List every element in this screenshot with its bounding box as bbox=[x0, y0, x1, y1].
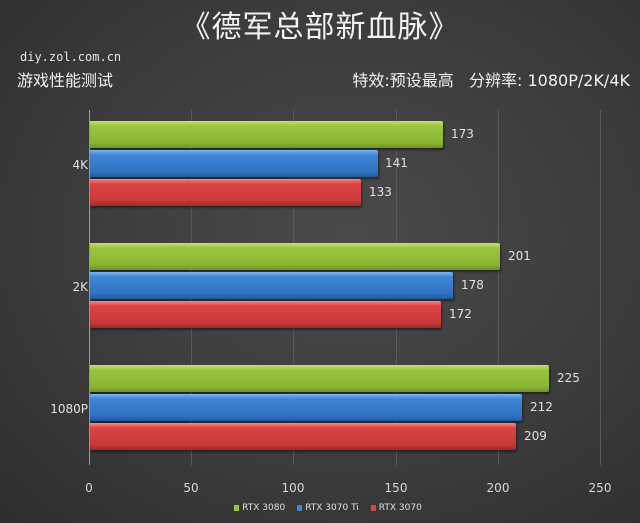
category-label-1080p: 1080P bbox=[50, 402, 88, 416]
legend-item-rtx3070: RTX 3070 bbox=[370, 503, 422, 513]
x-tick-0: 0 bbox=[85, 481, 93, 495]
label-1080p-rtx3080: 225 bbox=[557, 371, 580, 385]
label-4k-rtx3070: 133 bbox=[369, 185, 392, 199]
chart-title: 《德军总部新血脉》 bbox=[180, 10, 460, 45]
category-label-2k: 2K bbox=[72, 280, 88, 294]
x-tick-100: 100 bbox=[281, 481, 305, 495]
bar-2k-rtx3070ti bbox=[90, 272, 453, 299]
label-2k-rtx3070: 172 bbox=[449, 307, 472, 321]
x-tick-200: 200 bbox=[486, 481, 510, 495]
bar-4k-rtx3080 bbox=[90, 121, 443, 148]
gridline-250 bbox=[600, 110, 601, 465]
x-tick-50: 50 bbox=[183, 481, 199, 495]
label-4k-rtx3080: 173 bbox=[451, 127, 474, 141]
bar-1080p-rtx3080 bbox=[90, 365, 549, 392]
bar-1080p-rtx3070ti bbox=[90, 394, 522, 421]
bar-4k-rtx3070ti bbox=[90, 150, 378, 177]
label-2k-rtx3070ti: 178 bbox=[461, 278, 484, 292]
gridline-200 bbox=[498, 110, 499, 465]
chart-legend: RTX 3080 RTX 3070 Ti RTX 3070 bbox=[0, 503, 640, 513]
legend-label: RTX 3080 bbox=[242, 503, 286, 513]
plot-area: 173 141 133 201 178 172 225 212 209 bbox=[89, 110, 601, 465]
bar-4k-rtx3070 bbox=[90, 179, 361, 206]
legend-item-rtx3080: RTX 3080 bbox=[234, 503, 285, 513]
bar-1080p-rtx3070 bbox=[90, 423, 516, 450]
x-tick-150: 150 bbox=[384, 481, 408, 495]
bar-2k-rtx3080 bbox=[90, 243, 500, 270]
legend-swatch-green-icon bbox=[234, 505, 240, 511]
legend-item-rtx3070ti: RTX 3070 Ti bbox=[297, 503, 359, 513]
label-2k-rtx3080: 201 bbox=[508, 249, 531, 263]
chart-subtitle-left: 游戏性能测试 bbox=[17, 71, 114, 90]
label-1080p-rtx3070ti: 212 bbox=[530, 400, 553, 414]
bar-2k-rtx3070 bbox=[90, 301, 441, 328]
legend-label: RTX 3070 bbox=[378, 503, 422, 513]
chart-subtitle-right: 特效:预设最高 分辨率: 1080P/2K/4K bbox=[352, 71, 630, 90]
category-label-4k: 4K bbox=[72, 158, 88, 172]
legend-swatch-blue-icon bbox=[297, 505, 303, 511]
label-1080p-rtx3070: 209 bbox=[524, 429, 547, 443]
y-axis-line bbox=[89, 110, 90, 465]
legend-swatch-red-icon bbox=[370, 505, 376, 511]
label-4k-rtx3070ti: 141 bbox=[385, 156, 408, 170]
x-tick-250: 250 bbox=[588, 481, 612, 495]
source-site: diy.zol.com.cn bbox=[20, 50, 122, 64]
legend-label: RTX 3070 Ti bbox=[305, 503, 359, 513]
